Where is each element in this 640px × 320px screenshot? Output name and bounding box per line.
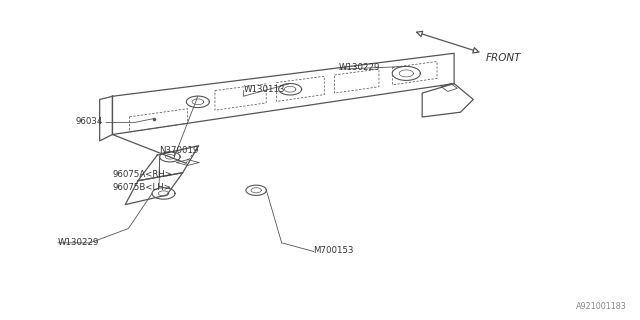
Text: FRONT: FRONT	[486, 53, 522, 63]
Text: M700153: M700153	[314, 246, 354, 255]
Text: 96034: 96034	[76, 117, 103, 126]
Text: N370019: N370019	[159, 146, 198, 155]
Text: A921001183: A921001183	[576, 302, 627, 311]
Text: W130229: W130229	[339, 63, 381, 72]
Text: W130113: W130113	[243, 85, 285, 94]
Text: 96075A<RH>: 96075A<RH>	[113, 170, 172, 179]
Text: 96075B<LH>: 96075B<LH>	[113, 183, 172, 192]
Text: W130229: W130229	[58, 238, 100, 247]
